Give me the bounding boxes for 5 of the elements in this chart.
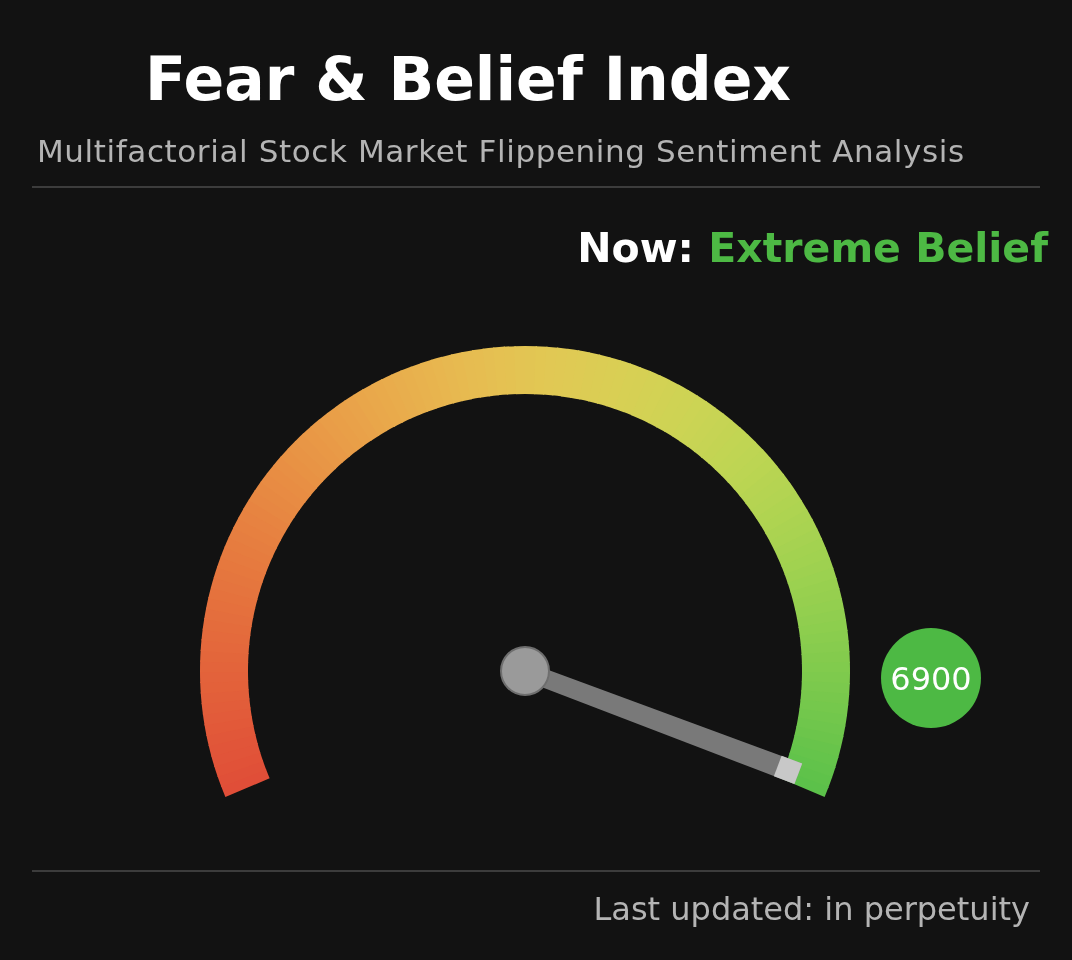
text: Fear & Belief Index (145, 44, 792, 114)
text: Multifactorial Stock Market Flippening Sentiment Analysis (37, 133, 965, 169)
text: Now: Extreme Belief (577, 224, 1050, 272)
text: Last updated: in perpetuity (593, 890, 1030, 928)
data-label: 6900 (890, 659, 972, 698)
